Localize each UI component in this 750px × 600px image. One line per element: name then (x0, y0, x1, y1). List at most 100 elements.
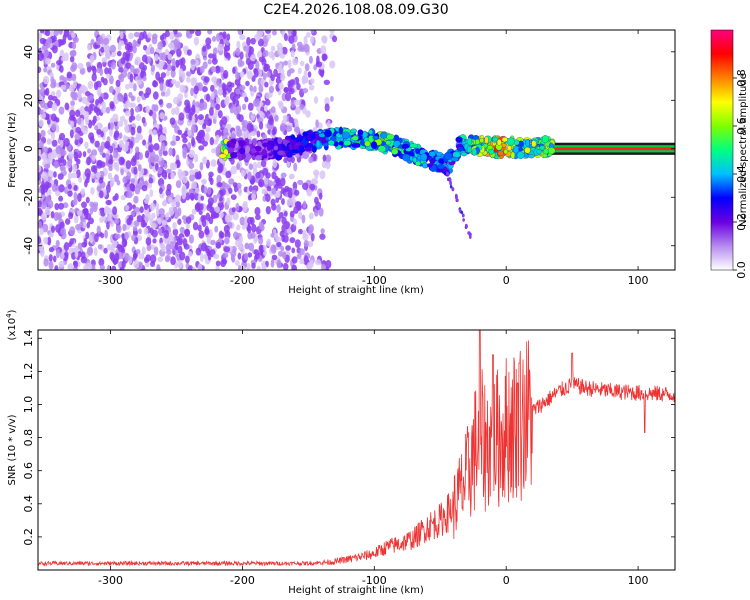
noise-dot (190, 58, 196, 65)
noise-dot (160, 142, 166, 152)
noise-dot (319, 68, 325, 78)
track-blob (487, 144, 493, 150)
noise-dot (71, 32, 76, 39)
noise-dot (237, 30, 244, 36)
noise-dot (151, 212, 156, 219)
noise-dot (215, 103, 221, 111)
noise-dot (73, 192, 78, 201)
noise-dot (119, 115, 126, 123)
noise-dot (117, 120, 124, 128)
noise-dot (320, 228, 325, 234)
noise-dot (177, 259, 183, 269)
noise-dot (210, 92, 215, 100)
noise-dot (166, 102, 173, 109)
noise-dot (266, 185, 272, 192)
noise-dot (38, 207, 43, 216)
noise-dot (145, 237, 152, 246)
noise-dot (257, 38, 264, 47)
noise-dot (73, 260, 79, 269)
noise-dot (109, 181, 114, 188)
track-blob (402, 153, 411, 162)
streak-blob (451, 187, 455, 192)
noise-dot (302, 233, 309, 241)
track-blob (524, 146, 531, 154)
track-band-core (512, 147, 675, 151)
noise-dot (118, 96, 125, 102)
noise-dot (303, 35, 308, 45)
noise-dot (254, 207, 261, 216)
noise-dot (39, 30, 45, 34)
streak-blob (458, 208, 462, 213)
track-blob (444, 151, 453, 161)
noise-dot (98, 177, 104, 184)
noise-dot (101, 57, 108, 63)
noise-dot (110, 61, 116, 70)
noise-dot (63, 137, 70, 147)
track-blob (229, 142, 236, 149)
noise-dot (194, 30, 202, 37)
track-blob (525, 139, 530, 147)
track-blob (327, 140, 335, 146)
noise-dot (307, 240, 314, 248)
noise-dot (47, 199, 54, 209)
noise-dot (103, 247, 108, 254)
x-tick-label: -200 (230, 274, 255, 287)
snr-y-multiplier: (x104) (5, 309, 18, 340)
noise-dot (105, 50, 111, 60)
noise-dot (141, 184, 148, 192)
noise-dot (258, 84, 264, 93)
noise-dot (142, 44, 148, 51)
noise-dot (291, 30, 297, 38)
track-blob (428, 151, 436, 157)
noise-dot (177, 93, 184, 102)
x-tick-label: -100 (362, 574, 387, 587)
track-blob (513, 139, 520, 146)
noise-dot (276, 259, 282, 269)
noise-dot (297, 228, 304, 235)
noise-dot (206, 187, 212, 195)
noise-dot (48, 155, 53, 165)
noise-dot (67, 158, 73, 168)
noise-dot (87, 44, 91, 51)
noise-dot (107, 158, 114, 165)
noise-dot (130, 157, 137, 167)
noise-dot (101, 101, 106, 108)
noise-dot (173, 96, 180, 105)
track-blob (429, 158, 436, 165)
noise-dot (289, 79, 295, 86)
track-blob (542, 148, 549, 155)
noise-dot (216, 174, 222, 183)
track-blob (507, 145, 512, 151)
noise-dot (329, 60, 336, 69)
noise-dot (201, 218, 207, 228)
noise-dot (136, 96, 141, 103)
noise-dot (41, 202, 47, 210)
noise-dot (66, 71, 72, 79)
track-blob (422, 162, 428, 169)
noise-dot (152, 129, 157, 136)
noise-dot (213, 253, 220, 260)
noise-dot (47, 100, 54, 109)
noise-dot (38, 155, 41, 162)
noise-dot (51, 45, 58, 54)
noise-dot (120, 57, 126, 65)
noise-dot (54, 203, 60, 211)
noise-dot (97, 244, 103, 250)
noise-dot (71, 41, 77, 50)
noise-dot (277, 47, 284, 56)
track-blob (239, 147, 246, 155)
noise-dot (189, 169, 194, 176)
track-blob (289, 139, 297, 146)
noise-dot (120, 168, 124, 176)
snr-frame (37, 329, 676, 571)
noise-dot (206, 119, 212, 127)
noise-dot (277, 250, 284, 257)
snr-x-label: Height of straight line (km) (288, 585, 424, 596)
noise-dot (38, 66, 42, 74)
noise-dot (276, 241, 282, 248)
noise-dot (53, 160, 59, 169)
noise-dot (98, 258, 105, 267)
noise-dot (289, 210, 295, 218)
noise-dot (178, 58, 184, 66)
track-blob (457, 146, 464, 152)
